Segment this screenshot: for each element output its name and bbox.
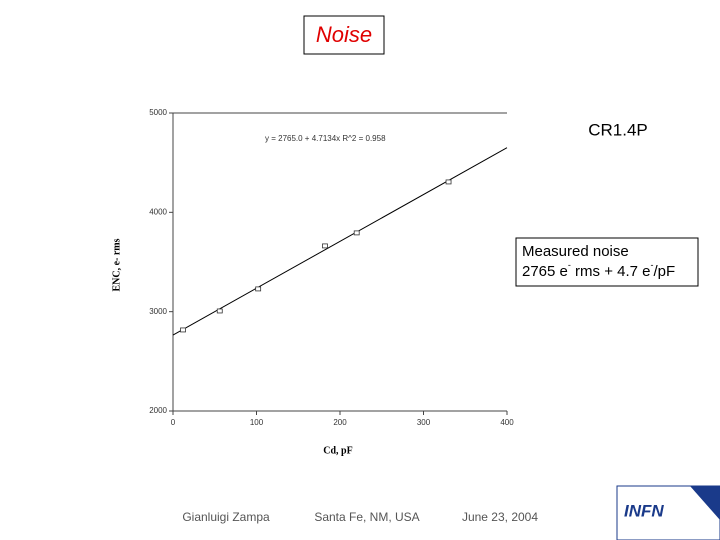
- point: [445, 179, 452, 185]
- note-line: Measured noise: [522, 243, 629, 260]
- y-axis-label: ENC, e- rms: [111, 238, 122, 291]
- logo-shape: [690, 486, 720, 520]
- footer-place: Santa Fe, NM, USA: [314, 510, 419, 524]
- y-tick-label: 4000: [149, 207, 167, 216]
- x-tick-label: 300: [417, 418, 431, 427]
- trend-label: y = 2765.0 + 4.7134x R^2 = 0.958: [265, 134, 386, 143]
- x-tick-label: 200: [333, 418, 347, 427]
- point: [180, 327, 186, 333]
- y-tick-label: 5000: [149, 108, 167, 117]
- y-tick-label: 2000: [149, 406, 167, 415]
- footer-date: June 23, 2004: [462, 510, 538, 524]
- point: [322, 243, 328, 249]
- point: [255, 286, 262, 292]
- x-tick-label: 100: [250, 418, 264, 427]
- note-line: 2765 e- rms + 4.7 e-/pF: [522, 260, 675, 280]
- trend-line: [172, 147, 508, 336]
- subtitle: CR1.4P: [588, 120, 648, 139]
- title-box: [303, 15, 385, 55]
- point: [216, 308, 223, 314]
- note-box: [515, 237, 699, 287]
- y-tick-label: 3000: [149, 307, 167, 316]
- point: [353, 230, 360, 236]
- title: Noise: [316, 22, 372, 47]
- chart: 2000 3000 4000 5000 0 100 200 300 400 Cd, pF ENC, …: [111, 108, 514, 456]
- x-tick-label: 400: [500, 418, 514, 427]
- logo: INFN: [624, 501, 664, 520]
- footer-author: Gianluigi Zampa: [182, 510, 270, 524]
- x-axis-label: Cd, pF: [323, 445, 352, 456]
- x-tick-label: 0: [171, 418, 176, 427]
